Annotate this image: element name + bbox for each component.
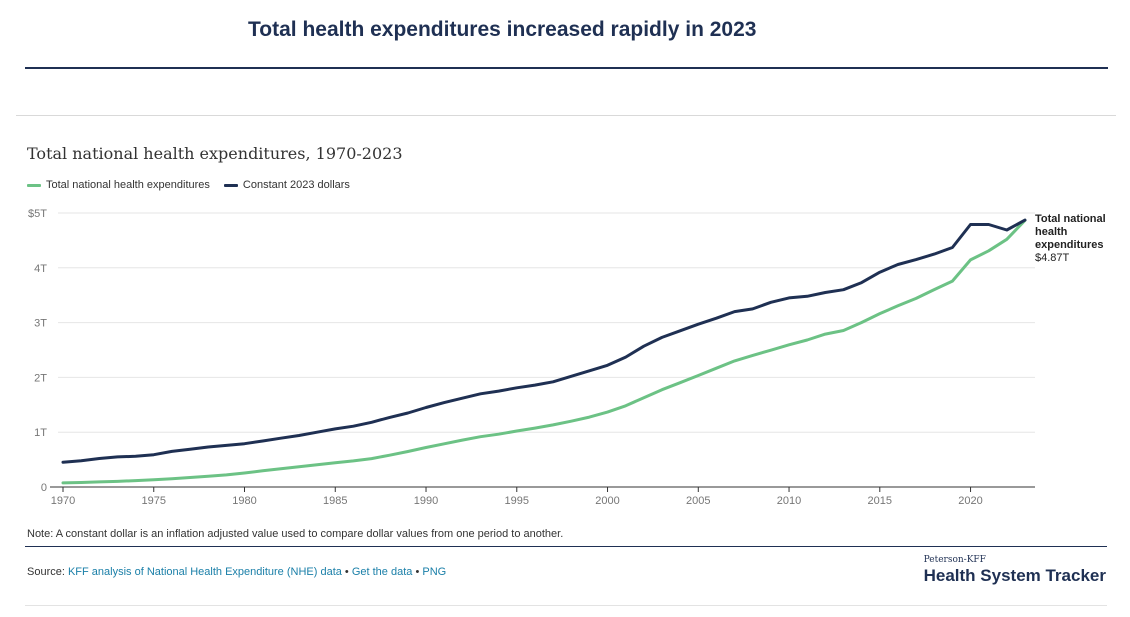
source-separator: • [412,566,423,578]
legend-swatch-nominal [27,183,41,187]
x-tick-label: 2000 [595,495,619,507]
x-tick-label: 1975 [142,495,166,507]
headline-divider [25,67,1108,69]
y-tick-label: 2T [34,372,47,384]
chart-note: Note: A constant dollar is an inflation … [27,528,564,540]
y-tick-label: 0 [41,482,47,494]
chart-legend: Total national health expenditures Const… [27,179,350,191]
png-download-link[interactable]: PNG [422,566,447,578]
series-line-constant[interactable] [61,218,1027,464]
series-lines [61,218,1027,485]
x-tick-label: 1980 [232,495,256,507]
end-label-name: Total national health expenditures [1035,213,1106,251]
legend-item-constant[interactable]: Constant 2023 dollars [223,179,350,191]
x-tick-label: 1985 [323,495,347,507]
get-the-data-link[interactable]: Get the data [351,566,413,578]
chart-frame-top-divider [16,115,1116,116]
end-label-value: $4.87T [1035,252,1070,264]
legend-item-nominal[interactable]: Total national health expenditures [27,179,210,191]
chart-title: Total national health expenditures, 1970… [27,144,403,163]
source-prefix: Source: [27,566,68,578]
health-system-tracker-logo[interactable]: Peterson-KFF Health System Tracker [924,555,1106,586]
page-headline: Total health expenditures increased rapi… [248,18,757,41]
bottom-divider [25,605,1107,606]
y-tick-label: 3T [34,318,47,330]
legend-label-constant: Constant 2023 dollars [242,179,350,191]
note-divider [25,546,1107,547]
source-line: Source: KFF analysis of National Health … [27,566,446,578]
y-tick-label: 1T [34,427,47,439]
x-tick-label: 2010 [777,495,801,507]
x-tick-label: 2015 [868,495,892,507]
x-tick-label: 1990 [414,495,438,507]
legend-swatch-constant [223,183,238,187]
x-tick-label: 2005 [686,495,710,507]
x-tick-label: 1995 [505,495,529,507]
series-line-nominal[interactable] [61,218,1027,485]
x-axis: 1970 1975 1980 1985 1990 1995 2000 2005 2010 2015… [50,486,1035,507]
y-tick-label: $5T [28,208,47,220]
series-end-label: Total national health expenditures $4.87… [1035,213,1110,265]
x-tick-label: 1970 [51,495,75,507]
logo-small-text: Peterson-KFF [923,555,986,565]
y-axis: 0 1T 2T 3T 4T $5T [28,208,47,494]
source-link-nhe-data[interactable]: KFF analysis of National Health Expendit… [67,566,342,578]
y-tick-label: 4T [34,263,47,275]
source-separator: • [341,566,352,578]
x-tick-label: 2020 [958,495,982,507]
legend-label-nominal: Total national health expenditures [46,179,210,191]
gridlines [58,212,1035,433]
logo-big-text: Health System Tracker [923,566,1106,585]
